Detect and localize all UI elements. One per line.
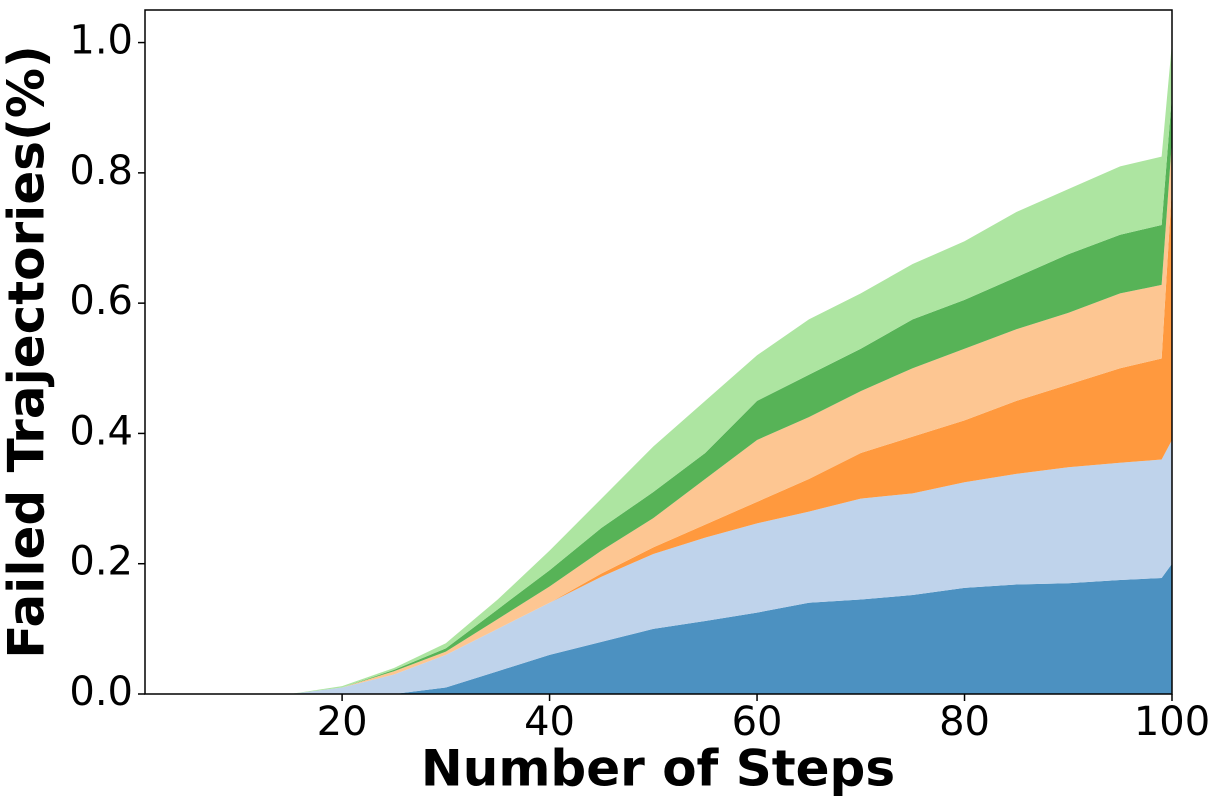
x-axis-label: Number of Steps (421, 740, 895, 798)
area (145, 439, 1172, 694)
x-tick-label: 40 (524, 699, 575, 745)
x-tick-label: 20 (317, 699, 368, 745)
y-tick-label: 0.6 (69, 278, 133, 324)
y-tick-label: 0.4 (69, 408, 133, 454)
x-tick-label: 100 (1134, 699, 1210, 745)
y-tick-label: 0.0 (69, 669, 133, 715)
areas (145, 42, 1172, 695)
area (145, 563, 1172, 694)
x-tick-label: 80 (939, 699, 990, 745)
y-tick-label: 0.8 (69, 148, 133, 194)
y-tick-label: 0.2 (69, 539, 133, 585)
area (145, 140, 1172, 695)
x-tick-label: 60 (732, 699, 783, 745)
y-tick-label: 1.0 (69, 18, 133, 64)
area (145, 185, 1172, 694)
plot-frame (144, 9, 1173, 695)
y-axis-label: Failed Trajectories(%) (0, 45, 56, 659)
